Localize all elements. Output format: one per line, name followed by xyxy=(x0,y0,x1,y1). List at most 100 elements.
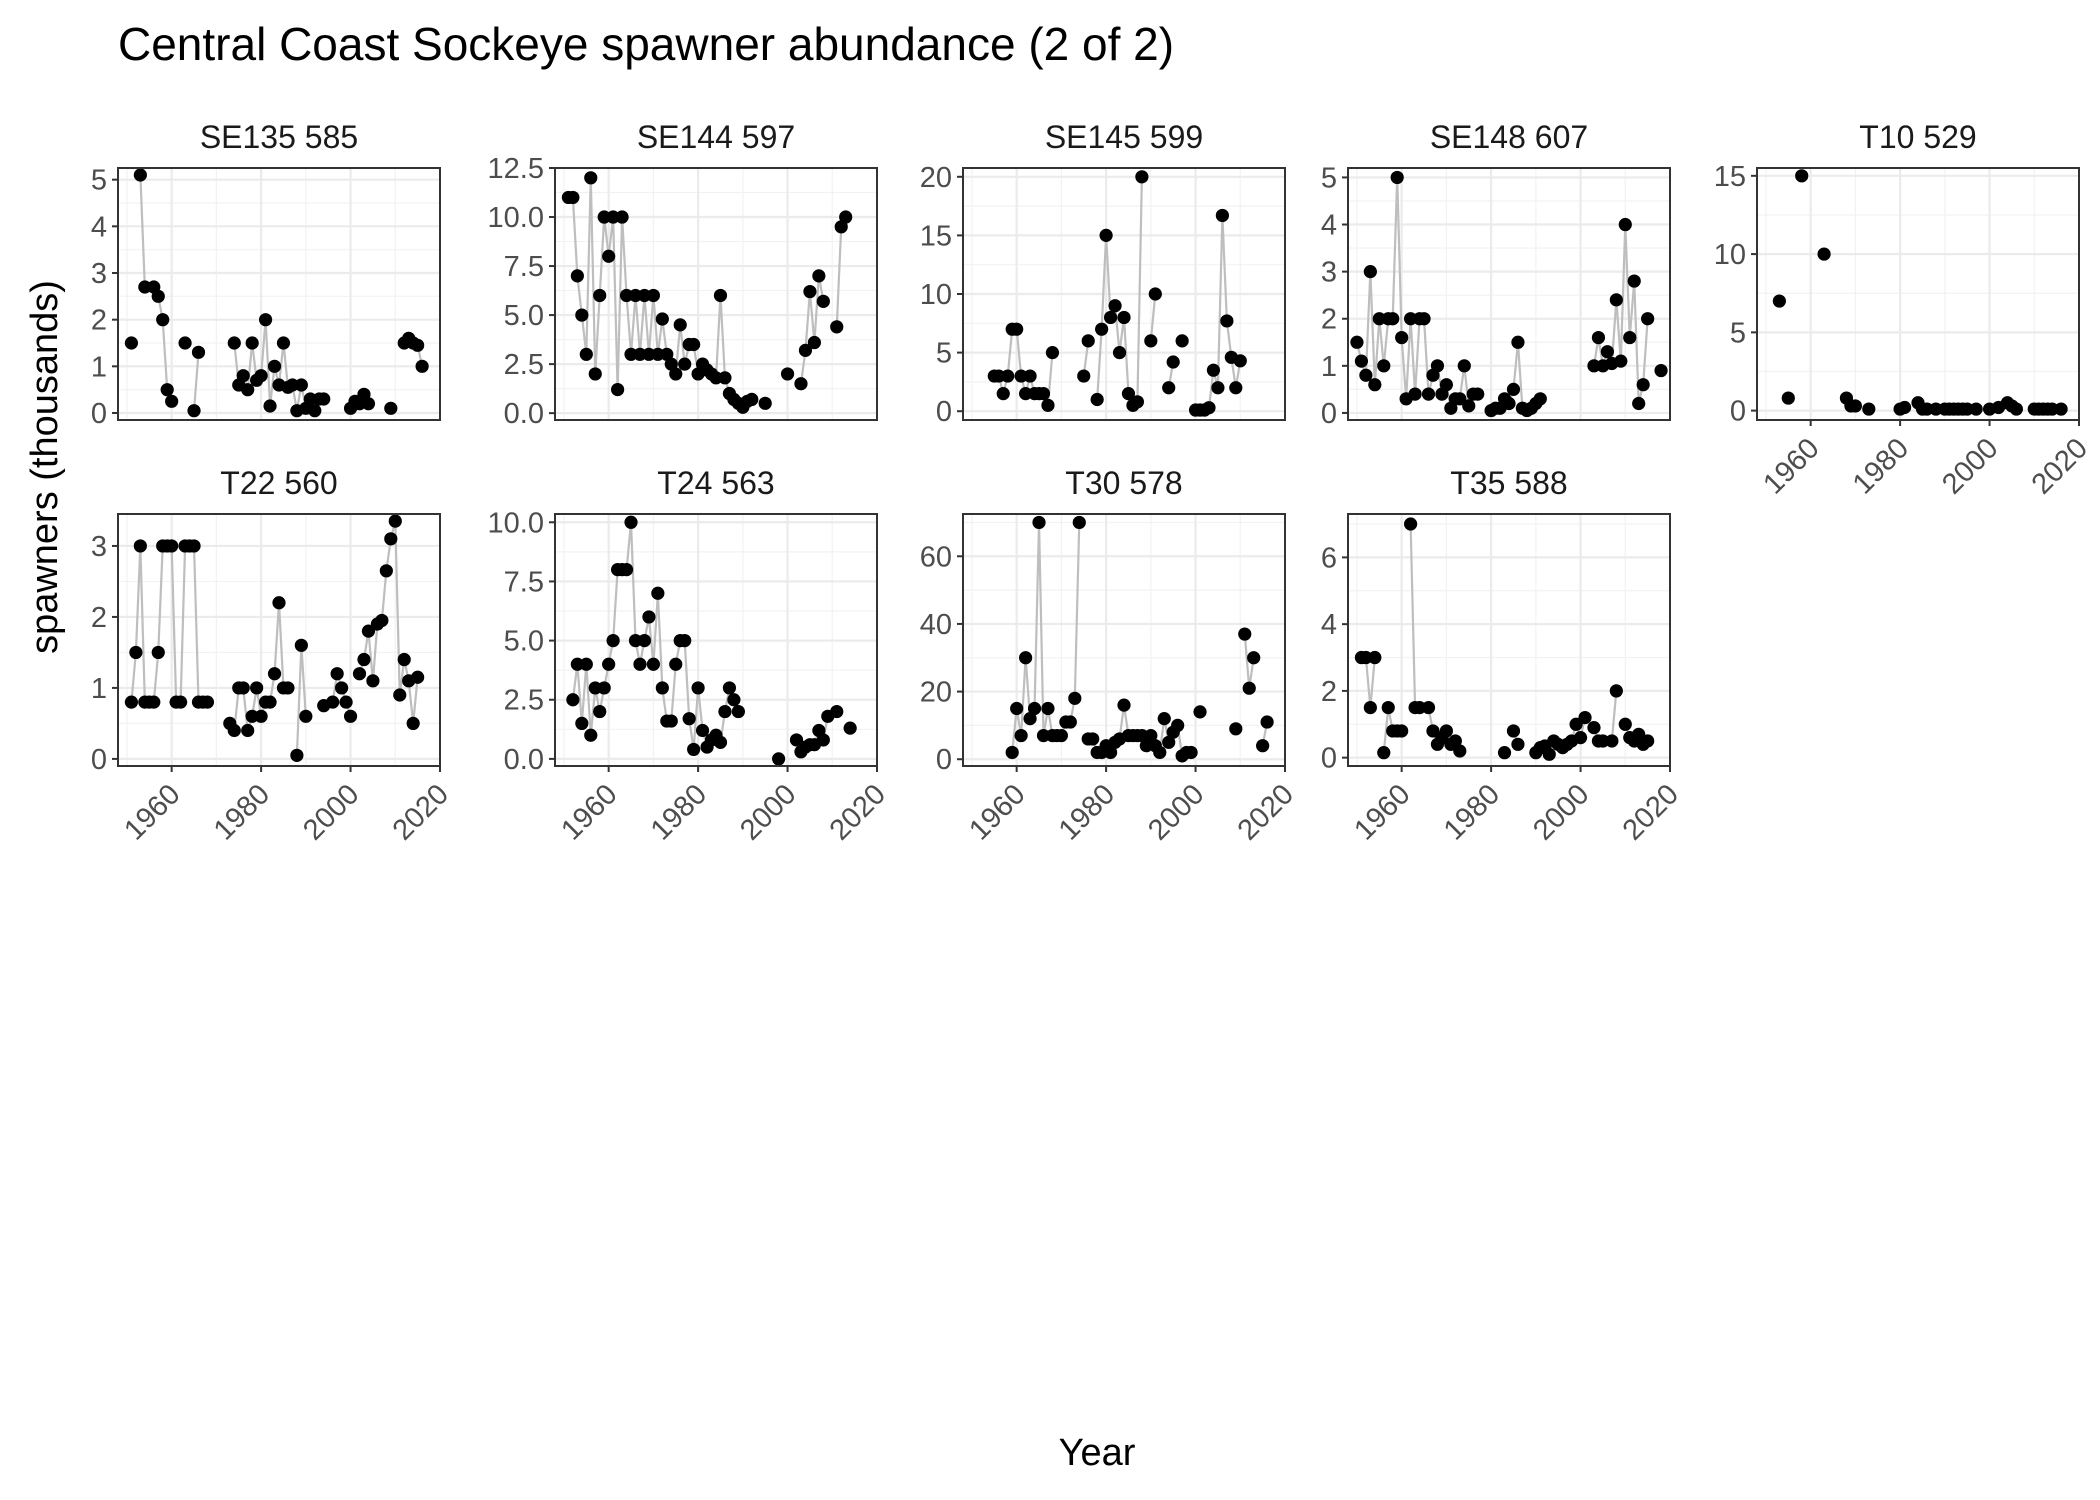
data-point xyxy=(1654,363,1668,378)
data-point xyxy=(1193,705,1207,719)
data-point xyxy=(227,336,241,350)
data-point xyxy=(1533,392,1547,406)
data-point xyxy=(579,657,593,671)
series-line-segment xyxy=(1422,318,1430,395)
data-point xyxy=(254,709,268,723)
data-point xyxy=(1609,684,1623,698)
data-point xyxy=(593,704,607,719)
data-point xyxy=(366,674,380,688)
series-line-segment xyxy=(652,593,659,665)
y-tick-label: 6 xyxy=(1321,542,1337,574)
data-point xyxy=(267,667,282,681)
data-point xyxy=(1609,293,1623,307)
data-point xyxy=(816,294,830,308)
series-line-segment xyxy=(161,319,169,390)
data-point xyxy=(335,681,349,695)
y-tick-label: 15 xyxy=(1714,161,1746,193)
data-point xyxy=(1068,691,1082,705)
series-line-segment xyxy=(585,177,592,355)
series-line-segment xyxy=(412,677,419,724)
y-tick-label: 0 xyxy=(1321,398,1337,430)
data-point xyxy=(415,359,429,373)
panel-title: T30 578 xyxy=(1065,465,1182,501)
data-point xyxy=(575,308,589,322)
series-line-segment xyxy=(1243,633,1251,689)
data-point xyxy=(615,210,629,224)
data-point xyxy=(1781,391,1795,405)
data-point xyxy=(678,357,692,371)
y-tick-label: 60 xyxy=(920,541,952,573)
y-tick-label: 15 xyxy=(920,220,952,252)
data-point xyxy=(1453,744,1467,758)
y-tick-label: 0 xyxy=(936,744,952,776)
series-line-segment xyxy=(1122,317,1130,394)
y-tick-label: 5 xyxy=(91,165,107,197)
data-point xyxy=(1054,728,1068,743)
series-line-segment xyxy=(1382,318,1390,366)
data-point xyxy=(187,539,201,553)
series-line-segment xyxy=(580,664,588,724)
data-point xyxy=(1627,274,1641,288)
data-point xyxy=(1211,381,1225,395)
panel-t35-588: T35 588 0 2 4 6 1960 1980 2000 2020 xyxy=(1321,465,1685,847)
x-tick-label: 2000 xyxy=(734,778,802,846)
series-line-segment xyxy=(260,319,267,376)
data-point xyxy=(317,392,331,406)
data-point xyxy=(1019,651,1033,665)
y-tick-label: 3 xyxy=(91,258,107,290)
data-point xyxy=(687,742,701,757)
data-point xyxy=(1148,287,1162,301)
series-line-segment xyxy=(1369,271,1376,385)
y-axis-label: spawners (thousands) xyxy=(24,280,66,654)
y-tick-label: 3 xyxy=(1321,257,1337,289)
data-point xyxy=(1220,314,1234,328)
data-point xyxy=(1162,381,1176,395)
series-line-segment xyxy=(277,602,285,688)
data-point xyxy=(1377,359,1391,373)
data-point xyxy=(1036,387,1051,401)
data-point xyxy=(1157,712,1171,726)
data-point xyxy=(1623,330,1637,345)
series-line-segment xyxy=(620,216,628,296)
series-line-segment xyxy=(598,216,606,296)
data-point xyxy=(1112,346,1127,360)
series-line-segment xyxy=(714,295,722,378)
data-point xyxy=(1045,346,1060,360)
data-point xyxy=(1233,354,1247,368)
data-point xyxy=(834,220,848,234)
data-point xyxy=(1439,724,1453,738)
x-axis-label: Year xyxy=(1059,1432,1136,1474)
y-tick-label: 20 xyxy=(920,162,952,194)
data-point xyxy=(1023,369,1037,383)
data-point xyxy=(1027,701,1042,716)
data-point xyxy=(1117,698,1131,712)
data-point xyxy=(745,392,759,407)
data-point xyxy=(236,681,250,695)
y-tick-label: 3 xyxy=(91,531,107,563)
series-line-segment xyxy=(612,569,619,641)
data-point xyxy=(1202,401,1216,415)
data-point xyxy=(1238,627,1252,641)
data-point xyxy=(156,313,170,327)
y-tick-label: 10 xyxy=(1714,239,1746,271)
series-line-segment xyxy=(1396,177,1403,338)
data-point xyxy=(633,657,647,671)
panel-title: T24 563 xyxy=(657,465,774,501)
data-point xyxy=(2009,402,2023,416)
data-point xyxy=(1363,700,1377,715)
data-point xyxy=(1636,378,1650,392)
data-point xyxy=(1090,392,1104,407)
series-line-segment xyxy=(1096,329,1103,400)
series-line-segment xyxy=(638,295,646,355)
data-point xyxy=(780,367,795,381)
data-point xyxy=(1260,715,1274,729)
x-tick-label: 2000 xyxy=(1527,778,1595,846)
data-point xyxy=(357,652,371,667)
panel-title: SE148 607 xyxy=(1430,119,1588,155)
series-line-segment xyxy=(1364,657,1372,708)
y-tick-label: 7.5 xyxy=(504,251,544,283)
series-line-segment xyxy=(656,593,664,688)
y-tick-label: 0.0 xyxy=(504,744,544,776)
data-point xyxy=(1618,217,1632,232)
